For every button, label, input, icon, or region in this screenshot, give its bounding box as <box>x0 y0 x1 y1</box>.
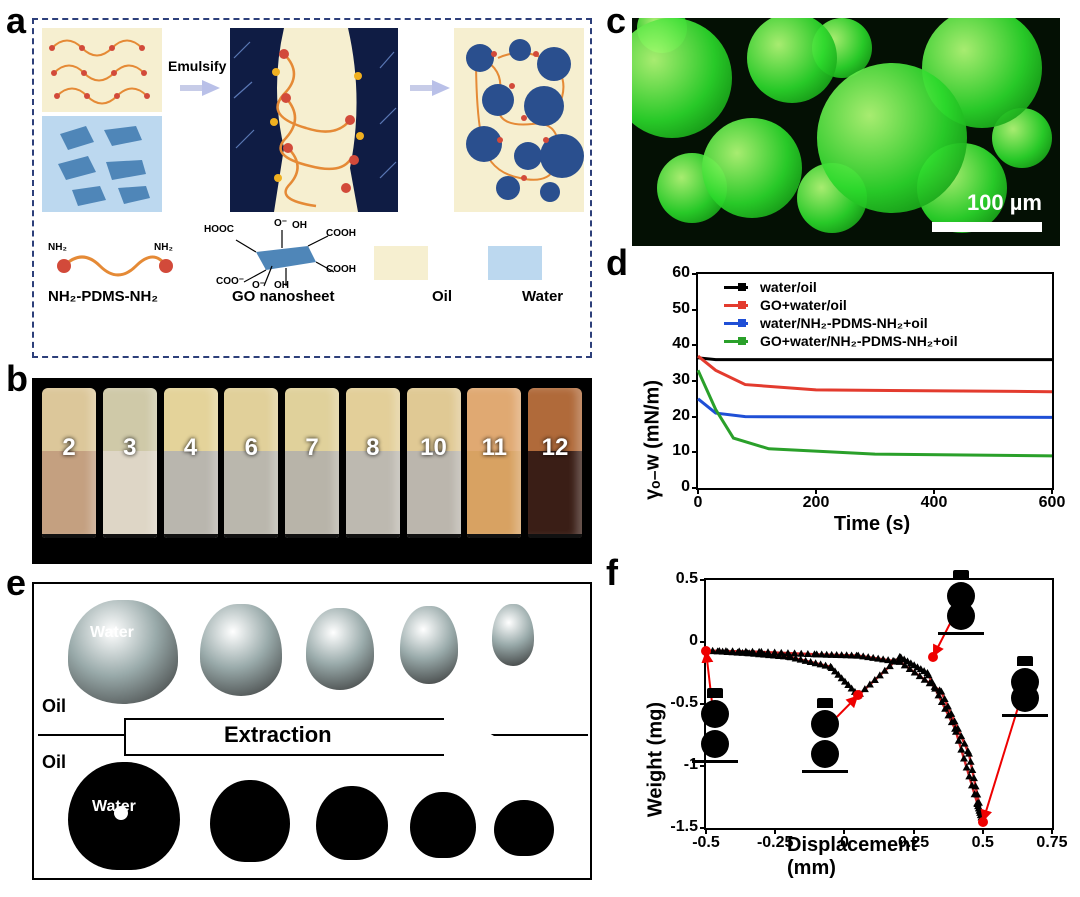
nh2-left-tag: NH₂ <box>48 242 67 253</box>
vial: 7 <box>285 388 339 538</box>
highlight-dot-icon <box>928 652 938 662</box>
ytick-label: 0 <box>662 632 698 650</box>
vial: 10 <box>407 388 461 538</box>
scalebar-label: 100 µm <box>967 190 1042 216</box>
vial-number: 10 <box>407 434 461 462</box>
legend-pdms: NH₂-PDMS-NH₂ <box>48 288 158 305</box>
inset-drop-icon <box>1002 656 1048 717</box>
panel-label-e: e <box>6 562 26 604</box>
ytick-label: 60 <box>654 264 690 282</box>
panel-label-b: b <box>6 358 28 400</box>
extraction-arrow-icon: Extraction <box>124 718 504 752</box>
droplet-icon <box>632 18 732 138</box>
droplet-icon <box>817 63 967 213</box>
vial-number: 3 <box>103 434 157 462</box>
vial: 6 <box>224 388 278 538</box>
legend-oil: Oil <box>432 288 452 305</box>
xtick-label: 400 <box>910 494 958 512</box>
vial: 12 <box>528 388 582 538</box>
panel-f-chart: -1.5-1-0.500.5-0.5-0.2500.250.50.75 Weig… <box>632 570 1060 880</box>
legend-label: GO+water/NH₂-PDMS-NH₂+oil <box>760 332 958 350</box>
vial-number: 11 <box>467 434 521 462</box>
ytick-label: 50 <box>654 300 690 318</box>
gel-network-icon <box>454 28 584 212</box>
panel-a-schematic: Emulsify <box>32 18 592 358</box>
panel-label-f: f <box>606 552 618 594</box>
vial-number: 12 <box>528 434 582 462</box>
highlight-dot-icon <box>701 646 711 656</box>
panel-label-d: d <box>606 242 628 284</box>
legend-row: GO+water/oil <box>724 296 958 314</box>
legend-label: water/NH₂-PDMS-NH₂+oil <box>760 314 928 332</box>
legend-label: water/oil <box>760 278 817 296</box>
vial-number: 7 <box>285 434 339 462</box>
x-axis-label: Displacement (mm) <box>787 834 969 880</box>
vial: 3 <box>103 388 157 538</box>
inset-drop-icon <box>802 698 848 773</box>
vial: 4 <box>164 388 218 538</box>
vial-number: 2 <box>42 434 96 462</box>
highlight-dot-icon <box>978 817 988 827</box>
legend-water: Water <box>522 288 563 305</box>
y-axis-label: Weight (mg) <box>645 702 668 817</box>
xtick-label: 200 <box>792 494 840 512</box>
nh2-right-tag: NH₂ <box>154 242 173 253</box>
xtick-label: 0.75 <box>1028 834 1076 852</box>
oil-label-bottom: Oil <box>42 752 66 773</box>
panel-d-chart: water/oilGO+water/oilwater/NH₂-PDMS-NH₂+… <box>632 262 1060 540</box>
legend-label: GO+water/oil <box>760 296 847 314</box>
xtick-label: 600 <box>1028 494 1076 512</box>
xtick-label: -0.5 <box>682 834 730 852</box>
emulsify-label: Emulsify <box>168 58 226 74</box>
panel-label-a: a <box>6 0 26 42</box>
vial-number: 4 <box>164 434 218 462</box>
xtick-label: 0 <box>674 494 722 512</box>
panel-c-micrograph: 100 µm <box>632 18 1060 246</box>
ytick-label: 0.5 <box>662 570 698 588</box>
inset-drop-icon <box>938 570 984 635</box>
ytick-label: 40 <box>654 335 690 353</box>
vial-number: 6 <box>224 434 278 462</box>
droplet-icon <box>747 18 837 103</box>
go-flakes-icon <box>42 116 162 212</box>
hysteresis-series-icon <box>706 580 1052 828</box>
droplet-icon <box>702 118 802 218</box>
panel-e-extraction: Oil Oil Water Water Extraction <box>32 582 592 880</box>
inset-drop-icon <box>692 688 738 763</box>
extraction-label: Extraction <box>224 722 332 748</box>
figure-root: a <box>0 0 1080 897</box>
legend-row: water/NH₂-PDMS-NH₂+oil <box>724 314 958 332</box>
polymer-scribble-icon <box>42 28 162 112</box>
scalebar-icon <box>932 222 1042 232</box>
y-axis-label: γₒ₋w (mN/m) <box>640 380 665 500</box>
legend-row: water/oil <box>724 278 958 296</box>
x-axis-label: Time (s) <box>834 513 910 536</box>
vial: 8 <box>346 388 400 538</box>
panel-b-vials: 234678101112 <box>32 378 592 564</box>
interface-zoom-icon <box>230 28 398 212</box>
vial: 11 <box>467 388 521 538</box>
vial-number: 8 <box>346 434 400 462</box>
oil-label-top: Oil <box>42 696 66 717</box>
chart-legend: water/oilGO+water/oilwater/NH₂-PDMS-NH₂+… <box>724 278 958 350</box>
legend-row: GO+water/NH₂-PDMS-NH₂+oil <box>724 332 958 350</box>
legend-go: GO nanosheet <box>232 288 335 305</box>
panel-label-c: c <box>606 0 626 42</box>
vial: 2 <box>42 388 96 538</box>
